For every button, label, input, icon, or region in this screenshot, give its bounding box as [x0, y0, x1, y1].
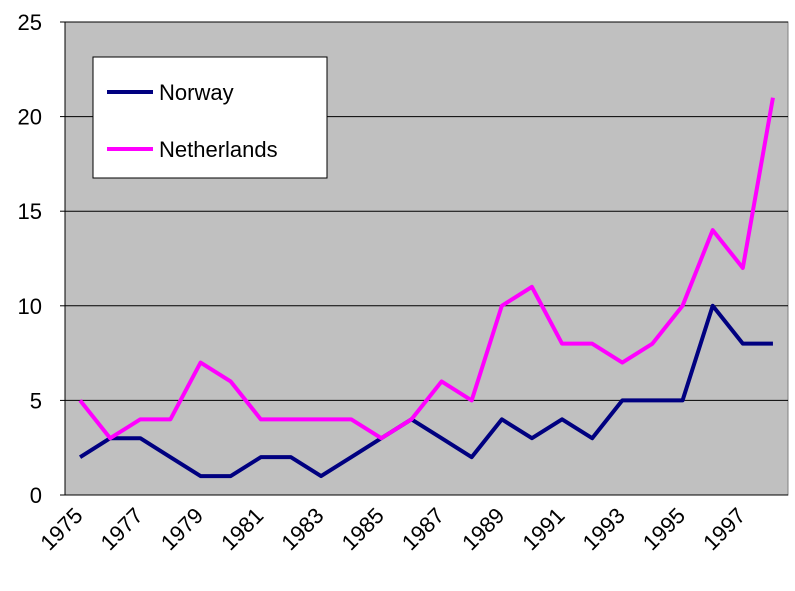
y-tick-label: 20 [18, 105, 42, 130]
x-tick-label: 1983 [276, 503, 328, 555]
x-tick-label: 1987 [397, 503, 449, 555]
x-tick-label: 1977 [96, 503, 148, 555]
x-tick-label: 1981 [216, 503, 268, 555]
legend-label: Norway [159, 80, 234, 105]
x-tick-label: 1991 [517, 503, 569, 555]
series-line [78, 97, 775, 441]
x-tick-label: 1989 [457, 503, 509, 555]
x-tick-label: 1975 [35, 503, 87, 555]
x-tick-label: 1985 [337, 503, 389, 555]
y-tick-label: 5 [30, 388, 42, 413]
series-line [78, 303, 773, 479]
x-tick-label: 1995 [638, 503, 690, 555]
y-tick-label: 10 [18, 294, 42, 319]
legend-box [92, 56, 328, 179]
x-tick-label: 1979 [156, 503, 208, 555]
y-tick-label: 15 [18, 199, 42, 224]
y-tick-label: 0 [30, 483, 42, 508]
x-tick-label: 1997 [698, 503, 750, 555]
legend-label: Netherlands [159, 137, 278, 162]
y-tick-label: 25 [18, 10, 42, 35]
x-tick-label: 1993 [578, 503, 630, 555]
